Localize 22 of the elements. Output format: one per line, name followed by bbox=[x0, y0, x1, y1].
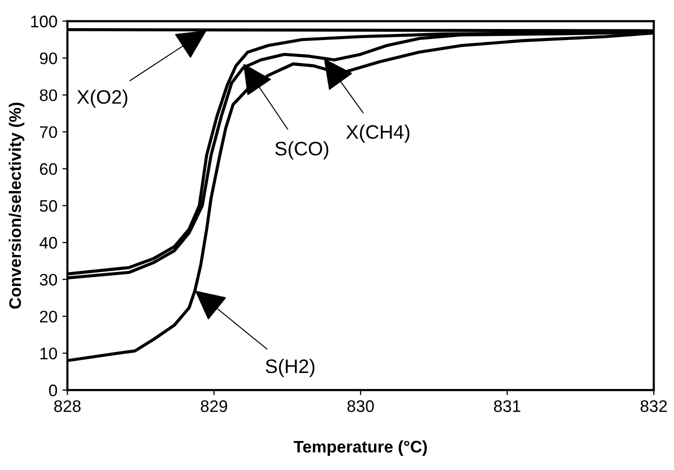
x-tick-label: 829 bbox=[200, 400, 228, 412]
y-tick-label: 50 bbox=[40, 200, 58, 212]
y-tick-label: 90 bbox=[40, 52, 58, 64]
y-tick-label: 0 bbox=[49, 384, 58, 396]
y-tick-label: 80 bbox=[40, 89, 58, 102]
y-axis-title: Conversion/selectivity (%) bbox=[8, 102, 24, 309]
x-tick-label: 828 bbox=[54, 400, 81, 412]
x-tick-label: 832 bbox=[640, 400, 667, 412]
annotation: X(O2) bbox=[77, 90, 128, 108]
x-tick-label: 831 bbox=[494, 400, 520, 412]
y-tick-label: 100 bbox=[31, 16, 58, 28]
y-tick-label: 70 bbox=[40, 126, 58, 138]
annotation: X(CH4) bbox=[346, 124, 410, 143]
y-tick-label: 10 bbox=[40, 348, 58, 360]
x-axis-title: Temperature (°C) bbox=[294, 440, 427, 456]
annotation: S(H2) bbox=[266, 358, 314, 378]
y-tick-label: 30 bbox=[40, 274, 58, 286]
y-tick-label: 20 bbox=[40, 310, 58, 323]
x-tick-label: 830 bbox=[347, 400, 374, 412]
annotation: S(CO) bbox=[275, 141, 328, 160]
y-tick-label: 40 bbox=[40, 236, 58, 249]
y-tick-label: 60 bbox=[40, 163, 58, 175]
